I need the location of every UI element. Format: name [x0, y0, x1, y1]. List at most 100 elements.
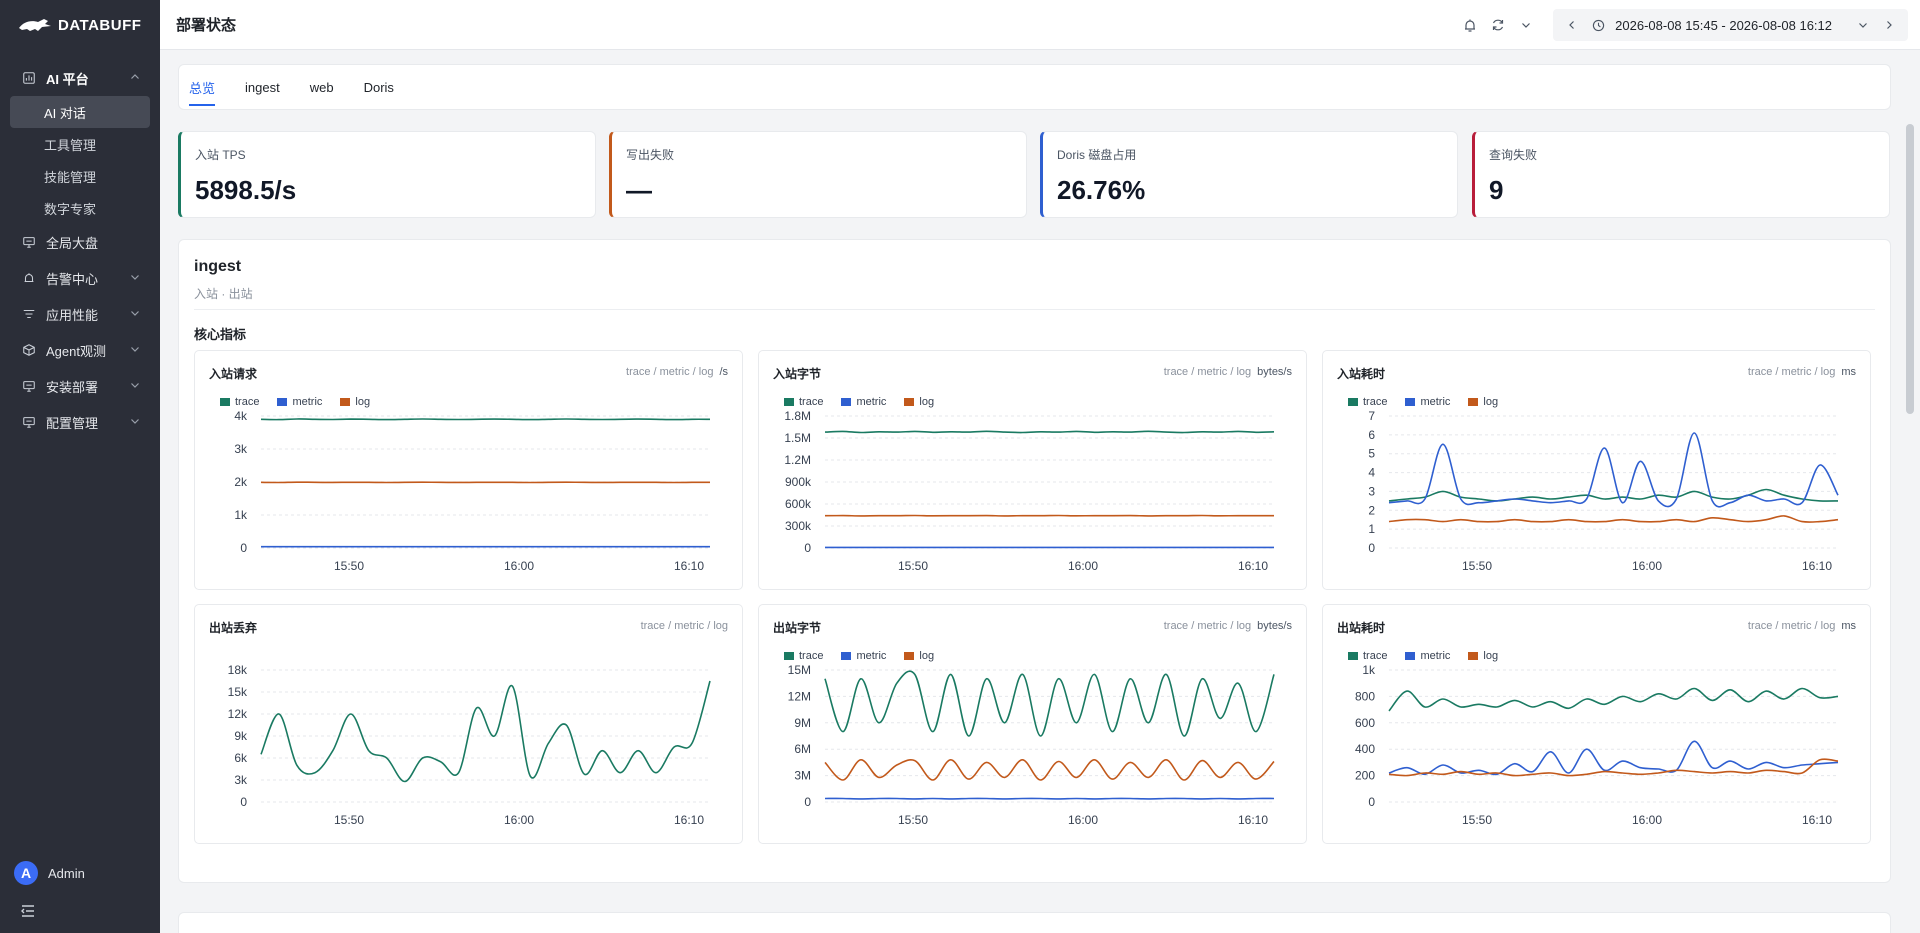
legend-swatch: [1468, 398, 1479, 406]
y-tick-label: 3M: [794, 769, 811, 783]
sidebar-subitem-2[interactable]: 技能管理: [44, 169, 97, 185]
tab-1[interactable]: ingest: [245, 79, 280, 95]
time-range-picker[interactable]: 2026-08-08 15:45 - 2026-08-08 16:12: [1553, 9, 1908, 41]
sidebar-group-4[interactable]: Agent观测: [0, 332, 160, 368]
x-tick-label: 16:10: [674, 813, 704, 827]
legend-item-trace[interactable]: trace: [784, 396, 823, 408]
chart-card-2: 入站耗时 trace / metric / log ms trace metric log…: [1322, 350, 1871, 590]
legend-item-trace[interactable]: trace: [1348, 650, 1387, 662]
legend-item-metric[interactable]: metric: [1405, 396, 1450, 408]
chart-meta: trace / metric / log: [641, 620, 728, 632]
alarm-bell-icon[interactable]: [1461, 16, 1479, 34]
refresh-icon[interactable]: [1489, 16, 1507, 34]
legend-swatch: [340, 398, 351, 406]
kpi-value: 9: [1489, 175, 1504, 205]
legend-item-trace[interactable]: trace: [220, 396, 259, 408]
y-tick-label: 0: [804, 795, 811, 809]
legend-item-metric[interactable]: metric: [841, 396, 886, 408]
sidebar-subitem-3[interactable]: 数字专家: [44, 201, 97, 217]
sidebar-group-label: Agent观测: [46, 343, 106, 359]
refresh-dropdown-chevron-icon[interactable]: [1517, 16, 1535, 34]
x-tick-label: 16:10: [1802, 559, 1832, 573]
series-line-log: [1388, 515, 1839, 523]
legend-label: metric: [1420, 396, 1451, 408]
kpi-label: Doris 磁盘占用: [1057, 148, 1137, 162]
legend-label: metric: [856, 396, 887, 408]
sidebar-subitem-0[interactable]: AI 对话: [10, 96, 150, 128]
chevron-down-icon[interactable]: [1854, 16, 1872, 34]
chevron-left-icon[interactable]: [1563, 16, 1581, 34]
y-tick-label: 400: [1355, 742, 1375, 756]
legend-item-trace[interactable]: trace: [1348, 396, 1387, 408]
y-tick-label: 6k: [234, 751, 248, 765]
legend-item-trace[interactable]: trace: [784, 650, 823, 662]
y-tick-label: 1.8M: [784, 409, 811, 423]
chart-legend: trace metric log: [1348, 396, 1498, 408]
chart-legend: trace metric log: [1348, 650, 1498, 662]
y-tick-label: 3: [1368, 484, 1375, 498]
y-tick-label: 1k: [234, 508, 248, 522]
sidebar-group-0[interactable]: AI 平台: [0, 60, 160, 96]
chart-meta: trace / metric / log bytes/s: [1164, 620, 1292, 632]
sidebar-group-6[interactable]: 配置管理: [0, 404, 160, 440]
legend-item-log[interactable]: log: [904, 650, 934, 662]
logo[interactable]: DATABUFF: [0, 0, 160, 50]
sidebar-group-1[interactable]: 全局大盘: [0, 224, 160, 260]
legend-swatch: [1405, 398, 1416, 406]
legend-item-metric[interactable]: metric: [841, 650, 886, 662]
legend-item-log[interactable]: log: [1468, 396, 1498, 408]
chevron-right-icon[interactable]: [1880, 16, 1898, 34]
legend-label: metric: [856, 650, 887, 662]
legend-item-metric[interactable]: metric: [277, 396, 322, 408]
sidebar-group-2[interactable]: 告警中心: [0, 260, 160, 296]
legend-item-log[interactable]: log: [904, 396, 934, 408]
chart-sources: trace / metric / log: [1747, 620, 1836, 632]
panther-logo-icon: [19, 19, 51, 31]
legend-label: trace: [1363, 650, 1388, 662]
series-line-log: [824, 758, 1275, 781]
legend-item-metric[interactable]: metric: [1405, 650, 1450, 662]
sidebar-group-label: 告警中心: [46, 271, 99, 287]
chart-plot: 0 3M 6M 9M 12M 15M 15:50 16:00 16:10: [788, 663, 1275, 827]
tab-3[interactable]: Doris: [363, 79, 394, 95]
ingest-section: ingest 入站 · 出站 核心指标 入站请求 trace / metric /…: [178, 239, 1891, 883]
x-tick-label: 16:10: [1238, 813, 1268, 827]
y-tick-label: 800: [1355, 689, 1375, 703]
tab-2[interactable]: web: [309, 79, 334, 95]
next-section-card: [178, 912, 1891, 933]
monitor-icon: [20, 379, 38, 393]
chart-card-5: 出站耗时 trace / metric / log ms trace metric log…: [1322, 604, 1871, 844]
legend-label: metric: [1420, 650, 1451, 662]
collapse-sidebar-icon[interactable]: [20, 903, 36, 919]
cube-icon: [20, 343, 38, 357]
x-tick-label: 15:50: [898, 559, 928, 573]
legend-label: trace: [1363, 396, 1388, 408]
y-tick-label: 1k: [1362, 663, 1376, 677]
chart-title: 入站字节: [773, 367, 822, 381]
y-tick-label: 12M: [788, 689, 811, 703]
legend-swatch: [841, 398, 852, 406]
vertical-scrollbar[interactable]: [1906, 124, 1914, 414]
legend-swatch: [1468, 652, 1479, 660]
y-tick-label: 1.2M: [784, 453, 811, 467]
legend-label: trace: [235, 396, 260, 408]
user-profile[interactable]: A Admin: [14, 861, 85, 885]
legend-item-log[interactable]: log: [340, 396, 370, 408]
tab-0[interactable]: 总览: [189, 66, 216, 109]
chart-legend: trace metric log: [784, 396, 934, 408]
chevron-down-icon: [130, 344, 140, 357]
sidebar-subitem-1[interactable]: 工具管理: [44, 137, 97, 153]
chart-title: 入站耗时: [1337, 367, 1386, 381]
chart-title: 出站耗时: [1337, 621, 1386, 635]
time-range-text: 2026-08-08 15:45 - 2026-08-08 16:12: [1615, 17, 1832, 33]
section-group-title: 核心指标: [194, 327, 247, 342]
legend-item-log[interactable]: log: [1468, 650, 1498, 662]
sidebar-group-3[interactable]: 应用性能: [0, 296, 160, 332]
series-line-trace: [1388, 488, 1839, 502]
clock-icon: [1589, 16, 1607, 34]
chart-meta: trace / metric / log ms: [1748, 366, 1856, 378]
series-line-trace: [260, 680, 711, 783]
chart-sources: trace / metric / log: [1747, 366, 1836, 378]
sidebar-group-5[interactable]: 安装部署: [0, 368, 160, 404]
chart-legend: trace metric log: [784, 650, 934, 662]
